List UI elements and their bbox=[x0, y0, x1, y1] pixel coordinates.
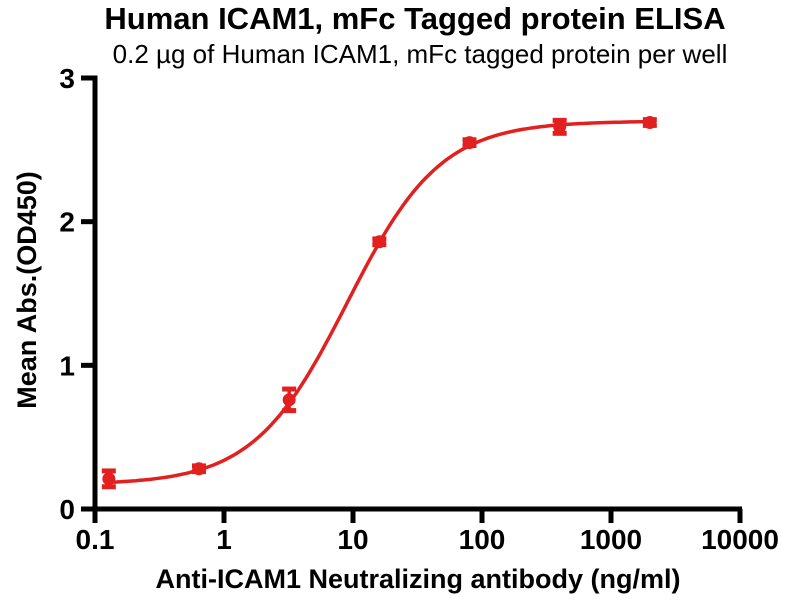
y-tick-label: 3 bbox=[59, 63, 75, 94]
data-point bbox=[462, 136, 476, 150]
x-axis-label: Anti-ICAM1 Neutralizing antibody (ng/ml) bbox=[156, 564, 681, 594]
axes: 0 1 2 3 0.1 1 10 100 1000 10000 bbox=[59, 63, 779, 555]
data-point bbox=[192, 462, 206, 476]
data-point bbox=[372, 235, 386, 249]
x-tick-label: 100 bbox=[459, 524, 506, 555]
y-tick-label: 2 bbox=[59, 207, 75, 238]
x-tick-label: 10000 bbox=[701, 524, 779, 555]
chart-title: Human ICAM1, mFc Tagged protein ELISA bbox=[104, 1, 725, 36]
fit-curve bbox=[107, 119, 652, 485]
data-points-layer bbox=[101, 116, 657, 490]
data-point bbox=[102, 472, 116, 486]
chart-subtitle: 0.2 µg of Human ICAM1, mFc tagged protei… bbox=[113, 39, 728, 69]
x-tick-label: 10 bbox=[337, 524, 368, 555]
y-tick-label: 0 bbox=[59, 494, 75, 525]
x-tick-label: 1000 bbox=[580, 524, 642, 555]
fit-curve-layer bbox=[107, 119, 652, 485]
x-tick-label: 1 bbox=[216, 524, 232, 555]
y-tick-label: 1 bbox=[59, 350, 75, 381]
data-point bbox=[553, 120, 567, 134]
x-tick-label: 0.1 bbox=[76, 524, 115, 555]
data-point bbox=[643, 116, 657, 130]
y-axis-label: Mean Abs.(OD450) bbox=[12, 171, 42, 409]
data-point bbox=[282, 393, 296, 407]
